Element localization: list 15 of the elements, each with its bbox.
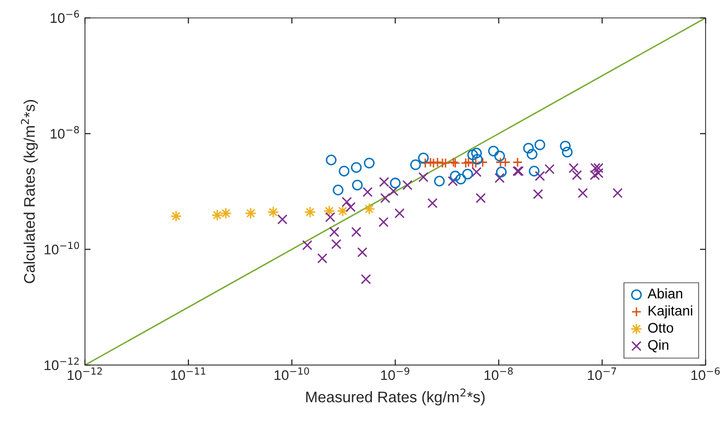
y-tick-label: 10$^{−6}$ (50, 10, 79, 23)
legend-label: Otto (648, 322, 674, 333)
y-axis-title: Calculated Rates (kg/m$^{2}$*s) (20, 100, 38, 284)
x-tick-label: 10$^{−8}$ (484, 367, 513, 380)
legend-label: Qin (648, 340, 668, 352)
y-tick-label: 10$^{−10}$ (44, 242, 80, 254)
x-tick-label: 10$^{−6}$ (691, 367, 720, 380)
x-axis-title: Measured Rates (kg/m$^{2}$*s) (306, 388, 485, 406)
y-tick-label: 10$^{−8}$ (50, 126, 79, 139)
legend-label: Kajitani (648, 305, 692, 318)
x-tick-label: 10$^{−10}$ (274, 367, 310, 380)
x-tick-label: 10$^{−9}$ (381, 367, 410, 380)
legend-label: Abian (648, 288, 682, 298)
x-tick-label: 10$^{−11}$ (171, 368, 206, 380)
x-tick-label: 10$^{−7}$ (588, 368, 616, 380)
